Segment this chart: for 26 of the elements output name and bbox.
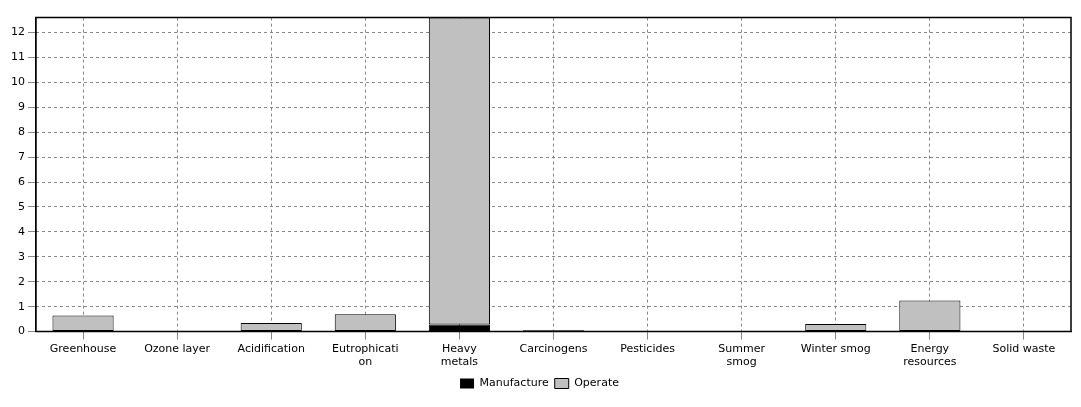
y-tick-label: 10 <box>11 75 25 89</box>
x-tick-label: Acidification <box>237 342 305 356</box>
x-tick-label: Ozone layer <box>144 342 211 356</box>
y-tick-label: 11 <box>11 50 25 64</box>
x-tick-label: Summer smog <box>718 342 766 369</box>
y-tick-label: 0 <box>18 324 25 338</box>
x-tick-label: Eutrophicati on <box>332 342 399 369</box>
y-tick-label: 3 <box>18 249 25 263</box>
y-tick-label: 1 <box>18 299 25 313</box>
x-tick-label: Winter smog <box>800 342 871 356</box>
legend-label: Manufacture <box>479 376 549 390</box>
y-tick-label: 9 <box>18 100 25 114</box>
x-tick-label: Greenhouse <box>49 342 117 356</box>
x-tick-label: Heavy metals <box>440 342 479 369</box>
y-tick-label: 2 <box>18 274 25 288</box>
y-tick-label: 4 <box>18 224 25 238</box>
x-tick-label: Solid waste <box>992 342 1056 356</box>
x-tick-label: Pesticides <box>620 342 676 356</box>
y-tick-label: 6 <box>18 174 25 188</box>
y-tick-label: 5 <box>18 199 25 213</box>
x-tick-label: Carcinogens <box>519 342 588 356</box>
x-tick-label: Energy resources <box>903 342 957 369</box>
legend-label: Operate <box>574 376 620 390</box>
y-tick-label: 7 <box>18 150 25 164</box>
y-tick-label: 8 <box>18 125 25 139</box>
y-tick-label: 12 <box>11 25 25 39</box>
